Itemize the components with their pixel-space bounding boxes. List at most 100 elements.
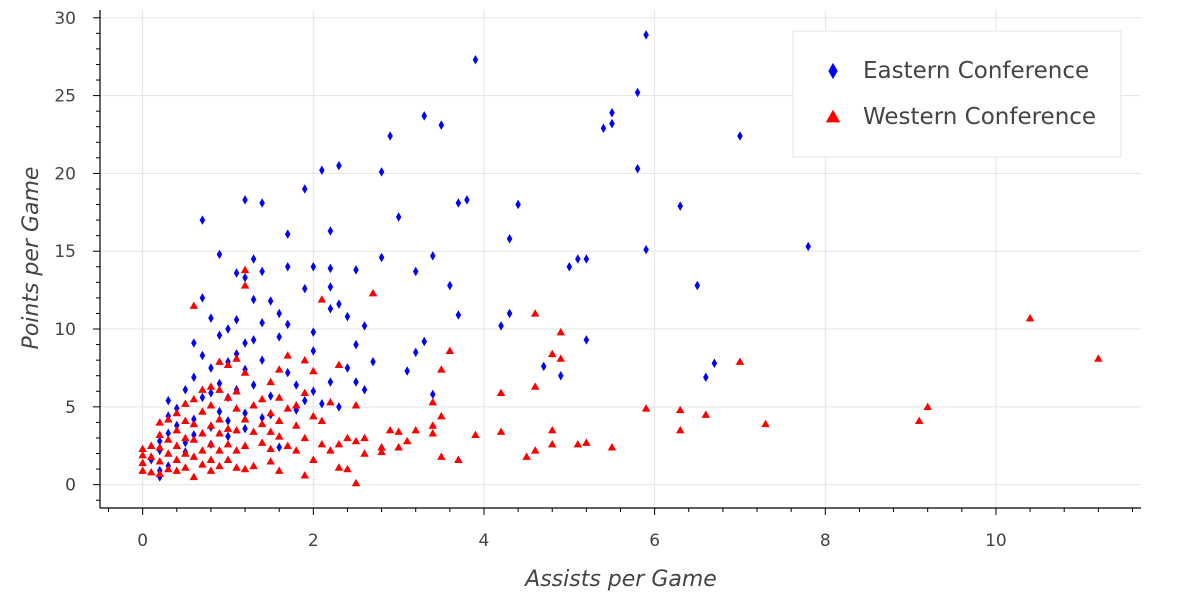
data-point — [353, 377, 359, 387]
data-point — [172, 425, 182, 434]
data-point — [317, 295, 327, 303]
data-point — [368, 288, 378, 297]
data-point — [250, 294, 257, 305]
data-point — [805, 241, 811, 252]
data-point — [430, 251, 436, 261]
data-point — [216, 406, 223, 417]
x-tick-label: 6 — [649, 531, 660, 551]
data-point — [300, 388, 310, 397]
data-point — [284, 229, 291, 239]
data-point — [223, 424, 233, 432]
data-point — [198, 407, 207, 415]
data-point — [146, 467, 156, 476]
data-point — [274, 432, 284, 440]
data-point — [199, 350, 206, 361]
data-point — [182, 384, 189, 395]
data-point — [496, 388, 506, 397]
data-point — [283, 441, 292, 449]
data-point — [189, 472, 199, 481]
data-point — [164, 449, 173, 457]
legend-label-western-conference: Western Conference — [863, 104, 1096, 130]
data-point — [677, 201, 683, 211]
data-point — [334, 463, 344, 471]
data-point — [284, 319, 291, 330]
y-axis-title: Points per Game — [19, 167, 44, 350]
data-point — [240, 281, 250, 289]
data-point — [300, 471, 310, 479]
data-point — [701, 410, 711, 418]
data-point — [276, 332, 282, 342]
data-point — [232, 354, 241, 362]
data-point — [215, 415, 224, 423]
data-point — [155, 430, 164, 439]
data-point — [319, 165, 325, 176]
data-point — [164, 464, 173, 473]
data-point — [292, 401, 301, 409]
data-point — [223, 360, 233, 369]
data-point — [309, 366, 318, 375]
data-point — [155, 443, 164, 451]
data-point — [206, 455, 216, 463]
data-point — [412, 347, 419, 358]
data-point — [351, 436, 361, 445]
data-point — [319, 398, 325, 409]
data-point — [394, 443, 403, 451]
data-point — [336, 160, 342, 171]
data-point — [336, 402, 342, 412]
data-point — [215, 357, 224, 365]
data-point — [437, 411, 446, 420]
x-tick-label: 8 — [820, 531, 831, 551]
data-point — [556, 327, 566, 336]
data-point — [206, 466, 216, 474]
data-point — [181, 463, 190, 471]
triangle-icon-shape — [825, 109, 841, 123]
data-point — [216, 378, 223, 389]
data-point — [259, 355, 265, 365]
data-point — [395, 212, 402, 222]
y-tick-label: 15 — [54, 242, 76, 262]
data-point — [198, 429, 207, 437]
data-point — [506, 308, 513, 319]
data-point — [172, 455, 182, 463]
data-point — [191, 372, 197, 383]
data-point — [737, 131, 743, 141]
data-point — [181, 449, 190, 457]
data-point — [146, 452, 156, 460]
data-point — [206, 439, 216, 448]
y-tick-label: 10 — [54, 320, 76, 340]
data-point — [310, 346, 317, 356]
data-point — [191, 430, 197, 440]
data-point — [189, 452, 199, 460]
legend-label-eastern-conference: Eastern Conference — [863, 58, 1089, 84]
data-point — [274, 466, 284, 474]
data-point — [575, 254, 581, 264]
data-point — [1094, 354, 1103, 362]
data-point — [370, 356, 376, 367]
data-point — [232, 425, 241, 434]
data-point — [266, 444, 275, 453]
data-point — [377, 447, 386, 456]
data-point — [428, 397, 438, 406]
data-point — [498, 321, 504, 331]
data-point — [447, 280, 453, 291]
data-point — [198, 446, 207, 454]
data-point — [242, 408, 248, 418]
data-point — [240, 415, 250, 423]
data-point — [181, 399, 190, 407]
data-point — [189, 394, 199, 403]
data-point — [267, 391, 274, 401]
y-tick-label: 30 — [54, 9, 76, 29]
data-point — [558, 370, 564, 381]
data-point — [225, 324, 231, 334]
data-point — [310, 327, 317, 337]
data-point — [309, 411, 318, 420]
data-point — [266, 377, 275, 386]
data-point — [609, 107, 615, 118]
data-point — [206, 421, 216, 429]
data-point — [216, 249, 223, 260]
data-point — [284, 367, 291, 378]
data-point — [703, 372, 709, 383]
data-point — [438, 120, 445, 130]
data-point — [428, 421, 438, 429]
